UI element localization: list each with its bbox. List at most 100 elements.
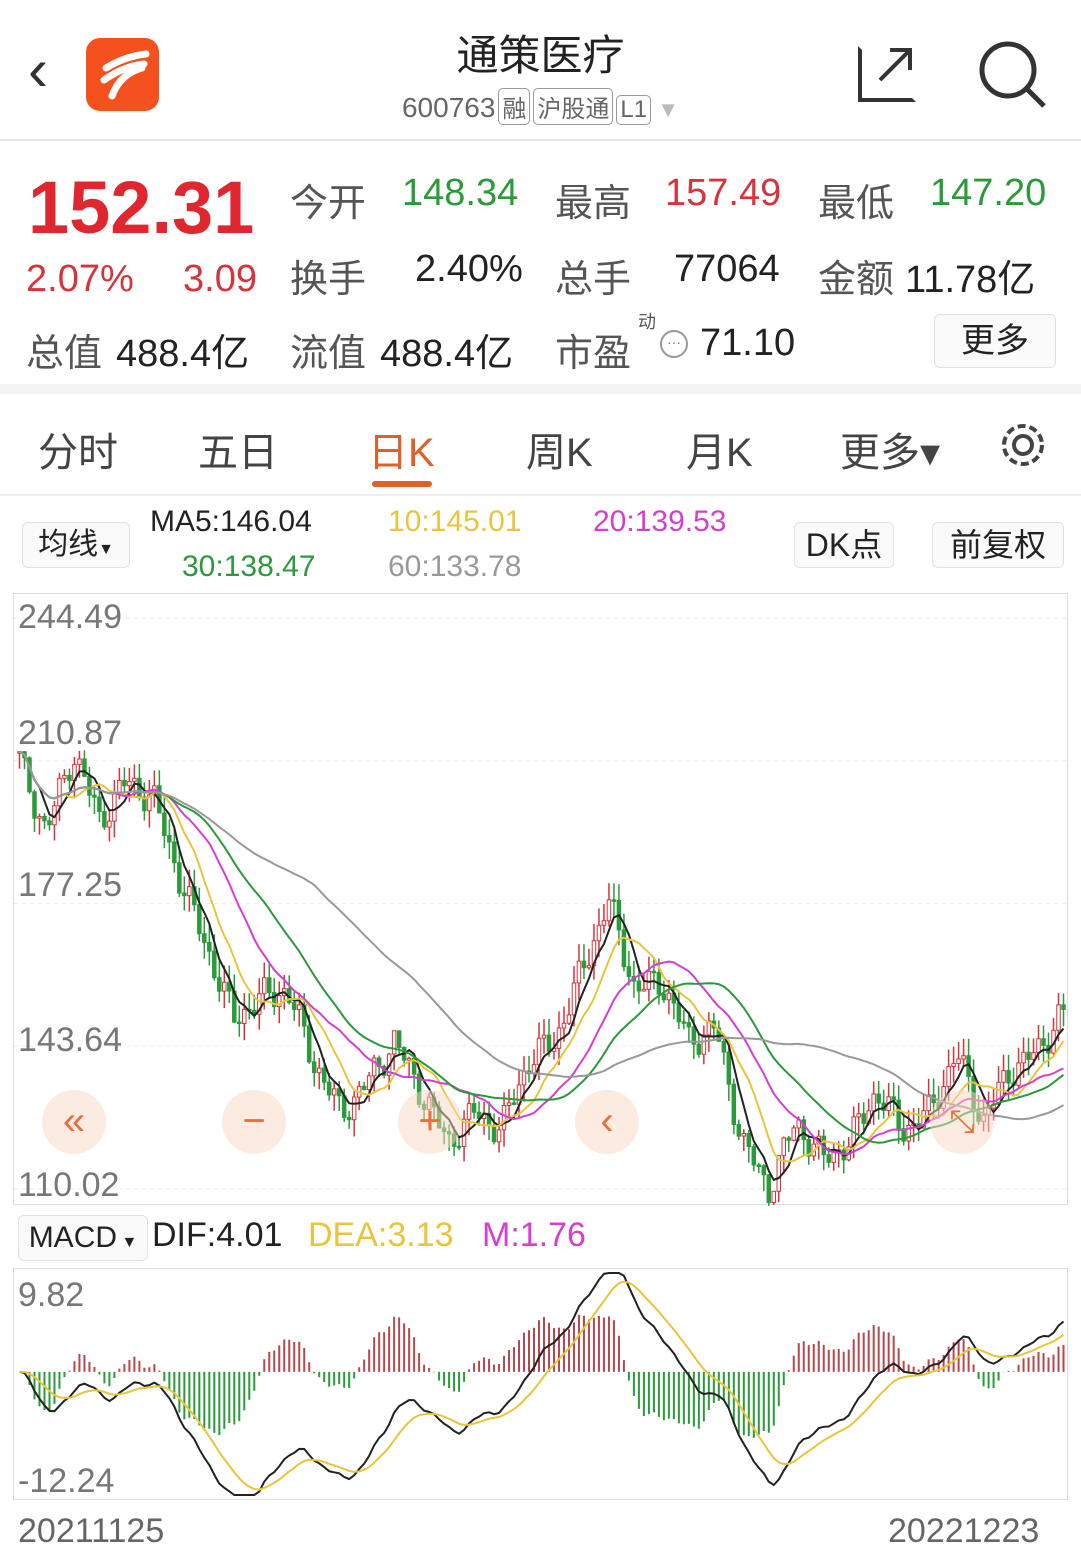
candle-body — [636, 980, 642, 992]
candle-body — [127, 780, 132, 787]
expand-icon[interactable]: ⤡ — [930, 1090, 994, 1154]
candle-body — [686, 1022, 692, 1028]
more-dots-icon[interactable]: ··· — [660, 330, 688, 358]
volume-value: 77064 — [674, 248, 780, 290]
back-icon[interactable]: ‹ — [28, 36, 48, 103]
left-icon[interactable]: ‹ — [575, 1090, 639, 1154]
tab-daily-k[interactable]: 日K — [368, 431, 435, 475]
candle-body — [761, 1165, 767, 1176]
macd-chart[interactable] — [13, 1268, 1068, 1500]
candle-body — [466, 1103, 472, 1120]
tab-monthly-k[interactable]: 月K — [686, 431, 753, 475]
pe-label: 市盈 — [555, 333, 632, 375]
divider — [0, 384, 1081, 394]
candle-body — [162, 812, 167, 837]
candle-body — [731, 1083, 737, 1126]
kline-chart[interactable] — [13, 593, 1069, 1217]
zoom-out-icon[interactable]: − — [222, 1090, 286, 1154]
double-left-icon[interactable]: « — [42, 1090, 106, 1154]
dk-point-button[interactable]: DK点 — [794, 522, 894, 568]
tab-more[interactable]: 更多▾ — [840, 431, 941, 475]
candle-body — [511, 1102, 517, 1105]
header: ‹ 通策医疗 600763 融沪股通 L1 ▼ — [0, 0, 1081, 141]
settings-gear-icon[interactable] — [996, 418, 1050, 477]
candle-body — [871, 1093, 876, 1112]
turnover-label: 换手 — [290, 259, 367, 301]
candle-body — [222, 981, 227, 992]
ma60-value: 60:133.78 — [388, 550, 522, 583]
tab-five-day[interactable]: 五日 — [198, 431, 278, 475]
candle-body — [676, 1002, 682, 1023]
candle-body — [272, 992, 277, 1008]
candle-body — [167, 835, 172, 843]
dropdown-icon[interactable]: ▼ — [651, 97, 680, 122]
adjust-button[interactable]: 前复权 — [932, 522, 1064, 568]
low-value: 147.20 — [930, 172, 1047, 214]
candle-body — [956, 1058, 961, 1065]
candle-body — [786, 1137, 792, 1141]
candle-body — [891, 1096, 896, 1101]
candle-body — [561, 1022, 567, 1029]
dea-line — [19, 1280, 1065, 1491]
last-price: 152.31 — [28, 166, 255, 249]
candle-body — [102, 811, 107, 828]
candle-body — [197, 904, 202, 935]
ma5-line — [18, 750, 1065, 1182]
high-value: 157.49 — [665, 172, 782, 214]
candle-body — [277, 995, 282, 1008]
candle-body — [296, 1004, 302, 1011]
candle-body — [361, 1085, 367, 1091]
stock-code: 600763 — [401, 92, 496, 123]
candle-body — [117, 779, 122, 793]
open-value: 148.34 — [402, 172, 519, 214]
candle-body — [202, 933, 207, 943]
candle-body — [267, 977, 272, 994]
candle-body — [182, 892, 187, 897]
candle-body — [791, 1127, 797, 1141]
candle-body — [666, 992, 672, 1001]
candle-body — [946, 1065, 951, 1088]
candle-body — [92, 794, 97, 798]
amount-value: 11.78亿 — [905, 259, 1036, 301]
candle-body — [311, 1061, 317, 1074]
ma-selector[interactable]: 均线▼ — [22, 522, 130, 568]
candle-body — [901, 1128, 906, 1142]
candle-body — [212, 950, 217, 979]
candle-body — [471, 1103, 477, 1113]
search-icon[interactable] — [978, 40, 1046, 108]
candle-body — [716, 1027, 722, 1042]
candle-body — [142, 796, 147, 812]
candle-body — [1031, 1052, 1036, 1060]
share-icon[interactable] — [858, 46, 916, 102]
candle-body — [611, 899, 617, 902]
candle-body — [396, 1030, 402, 1048]
macd-selector[interactable]: MACD ▼ — [18, 1215, 148, 1261]
candle-body — [291, 1002, 297, 1011]
candle-body — [596, 924, 602, 942]
candle-body — [371, 1057, 377, 1077]
candle-body — [506, 1102, 512, 1107]
ma20-line — [18, 750, 1064, 1156]
candle-body — [122, 779, 127, 787]
ma10-line — [18, 750, 1065, 1163]
more-button[interactable]: 更多 — [934, 314, 1056, 368]
active-tab-indicator — [372, 481, 432, 487]
candle-body — [771, 1190, 777, 1203]
macd-axis-label: -12.24 — [18, 1462, 115, 1500]
candle-body — [257, 993, 262, 1015]
candle-body — [831, 1150, 836, 1163]
tab-intraday[interactable]: 分时 — [38, 431, 118, 475]
candle-body — [82, 758, 87, 777]
candle-body — [566, 1014, 572, 1024]
candle-body — [626, 966, 632, 977]
open-label: 今开 — [290, 183, 367, 225]
candle-body — [541, 1034, 547, 1039]
float-label: 流值 — [290, 333, 367, 375]
high-label: 最高 — [555, 183, 632, 225]
candle-body — [521, 1070, 527, 1086]
candle-body — [766, 1174, 772, 1203]
candle-body — [751, 1146, 757, 1166]
candle-body — [601, 920, 607, 926]
zoom-in-icon[interactable]: + — [398, 1090, 462, 1154]
tab-weekly-k[interactable]: 周K — [526, 431, 593, 475]
